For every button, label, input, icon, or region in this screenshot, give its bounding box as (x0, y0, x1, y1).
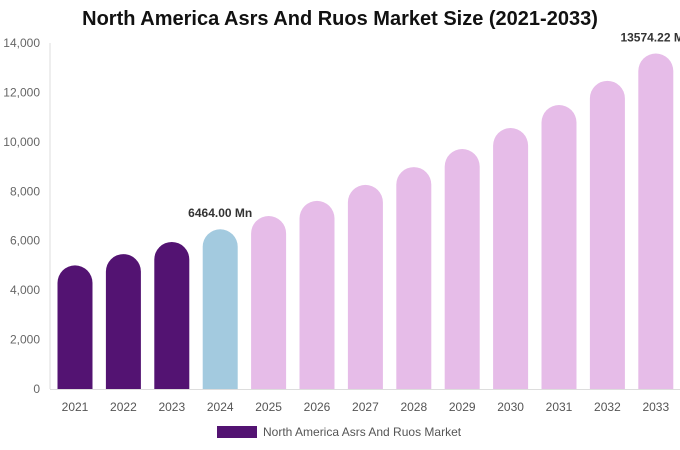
bar-2028 (396, 167, 432, 389)
y-tick-label: 10,000 (3, 135, 40, 149)
x-tick-label: 2028 (400, 400, 427, 414)
x-tick-label: 2029 (449, 400, 476, 414)
x-tick-label: 2023 (158, 400, 185, 414)
x-tick-label: 2027 (352, 400, 379, 414)
bar-2022 (105, 254, 141, 389)
x-tick-label: 2031 (546, 400, 573, 414)
y-tick-label: 0 (33, 382, 40, 396)
legend: North America Asrs And Ruos Market (217, 425, 461, 439)
bar-2024 (202, 229, 238, 389)
x-tick-label: 2024 (207, 400, 234, 414)
y-tick-label: 12,000 (3, 85, 40, 99)
bar-2029 (444, 149, 480, 389)
x-tick-label: 2025 (255, 400, 282, 414)
bar-2025 (251, 216, 287, 389)
x-tick-label: 2021 (62, 400, 89, 414)
y-tick-label: 14,000 (3, 36, 40, 50)
bar-2027 (347, 184, 383, 389)
y-tick-label: 6,000 (10, 234, 40, 248)
x-tick-label: 2033 (642, 400, 669, 414)
data-label: 6464.00 Mn (188, 206, 252, 220)
x-tick-label: 2022 (110, 400, 137, 414)
legend-swatch (217, 426, 257, 438)
bar-2021 (57, 265, 93, 389)
bar-2033 (638, 53, 674, 389)
x-tick-label: 2030 (497, 400, 524, 414)
bar-2032 (589, 80, 625, 389)
y-tick-label: 4,000 (10, 283, 40, 297)
bar-2030 (493, 128, 529, 389)
bar-2023 (154, 241, 190, 389)
x-tick-label: 2032 (594, 400, 621, 414)
legend-label: North America Asrs And Ruos Market (263, 425, 462, 439)
bar-2026 (299, 200, 335, 389)
y-tick-label: 2,000 (10, 333, 40, 347)
bar-2031 (541, 105, 577, 389)
y-tick-label: 8,000 (10, 184, 40, 198)
data-label: 13574.22 Mn (620, 31, 680, 45)
chart-title: North America Asrs And Ruos Market Size … (82, 8, 598, 30)
x-tick-label: 2026 (304, 400, 331, 414)
